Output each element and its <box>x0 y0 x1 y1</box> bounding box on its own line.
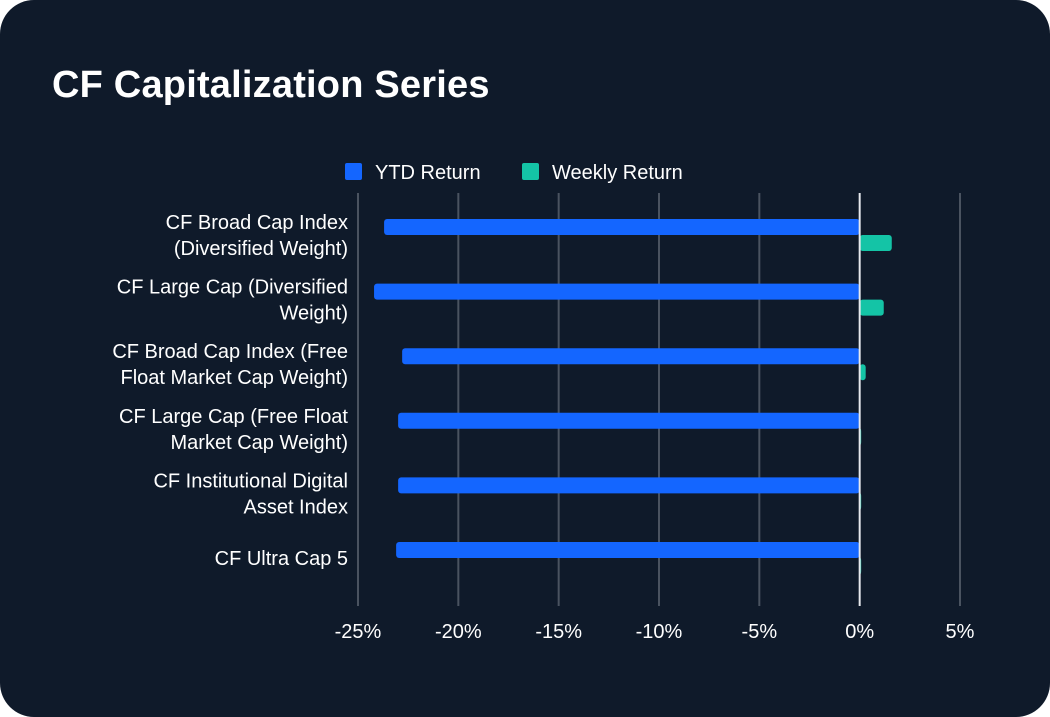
category-label: CF Ultra Cap 5 <box>215 548 348 570</box>
category-label: Asset Index <box>243 496 348 518</box>
category-label: Float Market Cap Weight) <box>121 367 349 389</box>
category-label: CF Broad Cap Index <box>166 212 348 234</box>
legend-label-ytd: YTD Return <box>375 162 481 184</box>
category-labels: CF Broad Cap Index (Diversified Weight) CF… <box>112 212 348 570</box>
legend-swatch-ytd <box>345 163 362 180</box>
legend-swatch-weekly <box>522 163 539 180</box>
category-label: Market Cap Weight) <box>171 432 348 454</box>
category-label: CF Institutional Digital <box>153 470 348 492</box>
weekly-return-bar <box>859 299 884 316</box>
ytd-return-bar <box>398 412 860 429</box>
x-tick-label: -5% <box>742 621 778 643</box>
x-tick-label: 5% <box>946 621 975 643</box>
category-label: CF Large Cap (Free Float <box>119 406 348 428</box>
weekly-return-bar <box>859 364 866 381</box>
grid-layer <box>357 193 961 606</box>
x-tick-label: 0% <box>845 621 874 643</box>
category-label: CF Large Cap (Diversified <box>117 277 348 299</box>
ytd-return-bar <box>384 219 860 235</box>
x-tick-label: -20% <box>435 621 482 643</box>
x-tick-label: -15% <box>535 621 582 643</box>
x-tick-label: -10% <box>636 621 683 643</box>
axis-layer: -25% -20% -15% -10% -5% 0% 5% <box>335 193 975 643</box>
category-label: Weight) <box>279 303 348 325</box>
ytd-return-bar <box>398 477 860 494</box>
bar-layer <box>374 219 892 574</box>
legend-label-weekly: Weekly Return <box>552 162 683 184</box>
weekly-return-bar <box>859 235 892 251</box>
ytd-return-bar <box>402 348 860 365</box>
x-tick-label: -25% <box>335 621 382 643</box>
ytd-return-bar <box>396 542 860 558</box>
category-label: CF Broad Cap Index (Free <box>112 341 348 363</box>
ytd-return-bar <box>374 283 860 300</box>
chart-title: CF Capitalization Series <box>52 64 490 106</box>
category-label: (Diversified Weight) <box>174 238 348 260</box>
legend: YTD Return Weekly Return <box>345 162 683 184</box>
